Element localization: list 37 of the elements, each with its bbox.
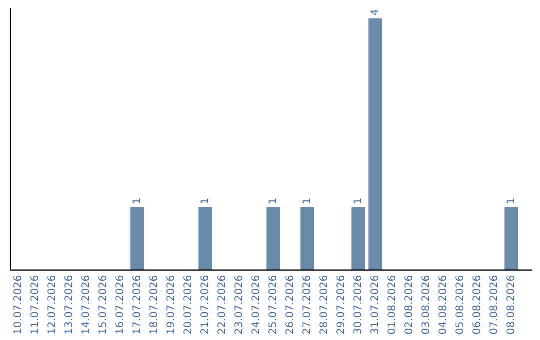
data-label: 1 — [200, 198, 208, 204]
x-tick-label: 15.07.2026 — [98, 276, 106, 334]
x-tick-label: 24.07.2026 — [252, 276, 260, 334]
x-tick-label: 21.07.2026 — [200, 276, 208, 334]
x-tick-label: 22.07.2026 — [218, 276, 226, 334]
x-tick-label: 20.07.2026 — [184, 276, 192, 334]
x-tick-label: 06.08.2026 — [472, 276, 481, 334]
x-tick-label: 07.08.2026 — [490, 276, 498, 334]
x-tick-label: 25.07.2026 — [268, 276, 276, 334]
x-tick-label: 02.08.2026 — [404, 276, 413, 334]
x-tick-label: 01.08.2026 — [388, 276, 396, 334]
x-tick-label: 12.07.2026 — [48, 276, 56, 334]
x-tick-label: 26.07.2026 — [286, 276, 294, 334]
data-label: 1 — [506, 198, 514, 204]
x-tick-label: 29.07.2026 — [336, 276, 345, 334]
data-label: 1 — [268, 198, 276, 204]
x-tick-label: 30.07.2026 — [354, 276, 362, 334]
x-tick-label: 28.07.2026 — [320, 276, 328, 334]
x-tick-label: 31.07.2026 — [370, 276, 379, 334]
x-tick-label: 03.08.2026 — [422, 276, 430, 334]
x-tick-label: 13.07.2026 — [64, 276, 72, 334]
x-tick-label: 16.07.2026 — [116, 276, 124, 334]
x-tick-label: 18.07.2026 — [150, 276, 158, 334]
x-tick-label: 11.07.2026 — [30, 276, 38, 334]
data-label: 1 — [132, 198, 140, 204]
data-label: 1 — [302, 198, 310, 204]
x-tick-label: 27.07.2026 — [302, 276, 310, 334]
x-tick-label: 08.08.2026 — [506, 276, 515, 334]
data-label: 4 — [370, 10, 378, 16]
x-tick-label: 10.07.2026 — [14, 276, 22, 334]
x-tick-label: 17.07.2026 — [132, 276, 140, 334]
data-label: 1 — [354, 198, 362, 204]
x-tick-label: 05.08.2026 — [456, 276, 464, 334]
x-tick-label: 19.07.2026 — [166, 276, 174, 334]
x-tick-label: 04.08.2026 — [438, 276, 447, 334]
x-tick-label: 23.07.2026 — [234, 276, 242, 334]
x-tick-label: 14.07.2026 — [82, 276, 90, 334]
